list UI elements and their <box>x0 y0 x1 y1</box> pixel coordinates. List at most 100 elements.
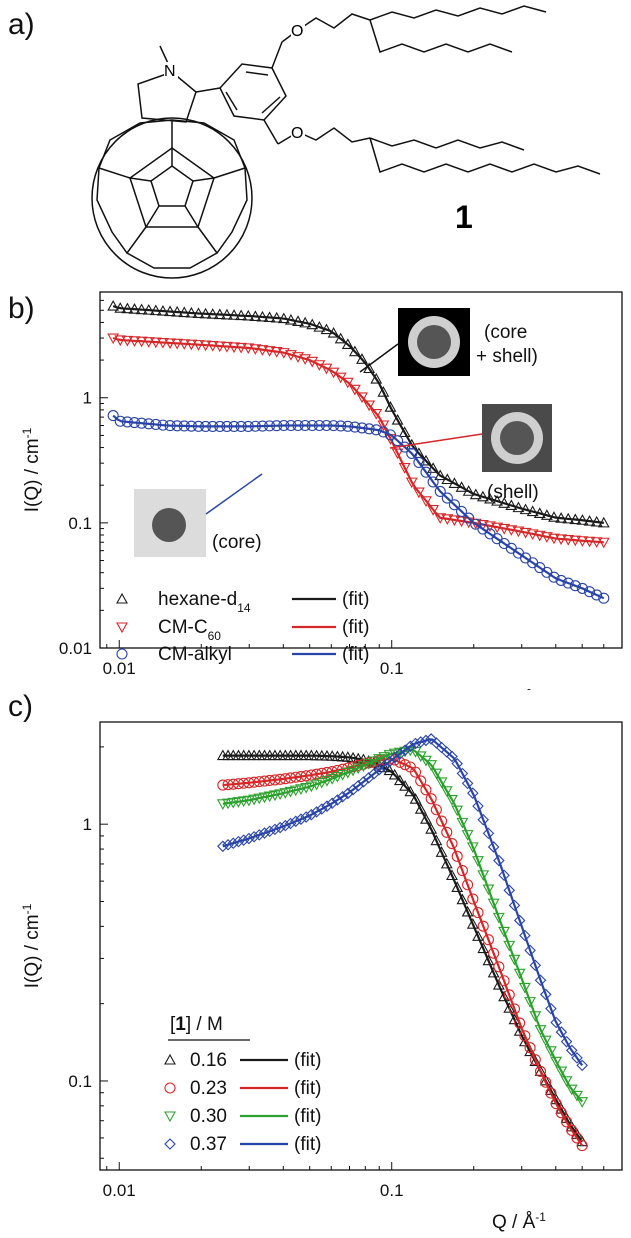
data-point-marker <box>427 505 440 516</box>
data-point-marker <box>430 834 443 846</box>
data-point-marker <box>498 990 510 1002</box>
legend-fit-label: (fit) <box>342 644 369 665</box>
core-disc <box>500 421 534 455</box>
data-point-marker <box>534 1065 547 1076</box>
data-point-marker <box>477 870 490 882</box>
data-point-marker <box>334 332 347 344</box>
data-point-marker <box>488 947 500 959</box>
y-tick-label: 1 <box>83 389 92 408</box>
data-point-marker <box>562 577 574 589</box>
data-point-marker <box>348 384 361 396</box>
data-point-marker <box>456 893 469 905</box>
fit-line <box>112 305 604 524</box>
data-point-marker <box>391 448 404 460</box>
data-point-marker <box>524 1042 536 1054</box>
data-point-marker <box>529 1055 542 1067</box>
data-point-marker <box>576 1140 588 1152</box>
data-point-marker <box>441 492 453 504</box>
data-point-marker <box>413 456 425 469</box>
data-point-marker <box>425 760 438 771</box>
data-point-marker <box>467 893 479 905</box>
data-point-marker <box>446 795 458 806</box>
chart-panel-b: 0.010.10.010.11Q / Å-1I(Q) / cm-1hexane-… <box>20 291 623 690</box>
data-point-marker <box>440 857 453 869</box>
data-point-marker <box>482 827 495 840</box>
data-point-marker <box>550 1098 562 1110</box>
data-point-marker <box>356 353 368 364</box>
data-point-marker <box>492 912 505 924</box>
data-point-marker <box>482 954 495 966</box>
atom-o2-label: O <box>291 125 303 142</box>
data-point-marker <box>560 1035 573 1048</box>
data-point-marker <box>399 759 411 771</box>
data-point-marker <box>456 865 468 877</box>
fit-line <box>222 738 584 1067</box>
data-point-marker <box>565 1084 578 1096</box>
legend-fit-label: (fit) <box>294 1106 321 1127</box>
data-point-marker <box>384 401 397 412</box>
compound-label: 1 <box>455 199 473 235</box>
legend-marker <box>164 1082 176 1094</box>
shell-pointer <box>389 433 483 449</box>
data-point-marker <box>529 959 542 972</box>
data-point-marker <box>436 815 448 827</box>
data-point-marker <box>503 1002 516 1013</box>
data-point-marker <box>550 1056 563 1068</box>
data-point-marker <box>446 838 458 850</box>
annotation-core-shell: (core <box>484 322 527 343</box>
x-axis-label: Q / Å-1 <box>492 1210 546 1233</box>
data-point-marker <box>545 1087 557 1099</box>
data-point-marker <box>508 899 521 912</box>
core-disc <box>417 325 451 359</box>
data-point-marker <box>370 372 383 384</box>
y-tick-label: 1 <box>83 815 92 834</box>
data-point-marker <box>107 299 120 311</box>
data-point-marker <box>561 1116 573 1128</box>
legend-marker <box>164 1111 176 1123</box>
y-tick-label: 0.1 <box>68 514 92 533</box>
data-point-marker <box>477 813 490 826</box>
y-axis-label-group: I(Q) / cm-1 <box>20 427 43 512</box>
data-point-marker <box>399 780 412 791</box>
data-point-marker <box>348 345 361 357</box>
y-axis-label: I(Q) / cm-1 <box>20 427 43 512</box>
annotation-core: (core) <box>212 532 262 553</box>
data-point-marker <box>498 975 510 987</box>
data-point-marker <box>392 435 404 447</box>
data-point-marker <box>477 942 490 954</box>
data-point-marker <box>456 505 468 517</box>
data-point-marker <box>508 954 521 966</box>
data-point-marker <box>560 1076 573 1087</box>
data-point-marker <box>534 974 547 987</box>
data-point-marker <box>341 338 354 349</box>
legend-label: 0.37 <box>190 1134 227 1155</box>
data-point-marker <box>363 400 376 412</box>
data-point-marker <box>420 813 432 824</box>
data-point-marker <box>555 1107 567 1119</box>
annotation-shell: (shell) <box>487 482 539 503</box>
data-point-marker <box>377 420 390 432</box>
x-tick-label: 0.1 <box>380 659 404 678</box>
data-point-marker <box>405 477 418 489</box>
data-point-marker <box>377 386 390 397</box>
data-point-marker <box>461 777 474 790</box>
data-point-marker <box>472 856 484 867</box>
legend-label: CM-alkyl <box>158 644 232 665</box>
data-point-marker <box>462 879 474 891</box>
data-point-marker <box>370 408 383 420</box>
data-point-marker <box>456 767 469 780</box>
data-point-marker <box>565 1044 578 1057</box>
data-point-marker <box>571 1132 583 1144</box>
data-point-marker <box>391 413 404 425</box>
plot-frame <box>99 721 623 1171</box>
legend-fit-label: (fit) <box>294 1050 321 1071</box>
series-3 <box>107 410 610 604</box>
data-point-marker <box>434 469 447 481</box>
data-point-marker <box>441 826 453 838</box>
panel-label-c: c) <box>8 690 33 723</box>
data-point-marker <box>398 426 411 438</box>
data-point-marker <box>425 793 437 805</box>
annotation-core-shell: + shell) <box>476 346 538 367</box>
data-point-marker <box>412 487 425 499</box>
